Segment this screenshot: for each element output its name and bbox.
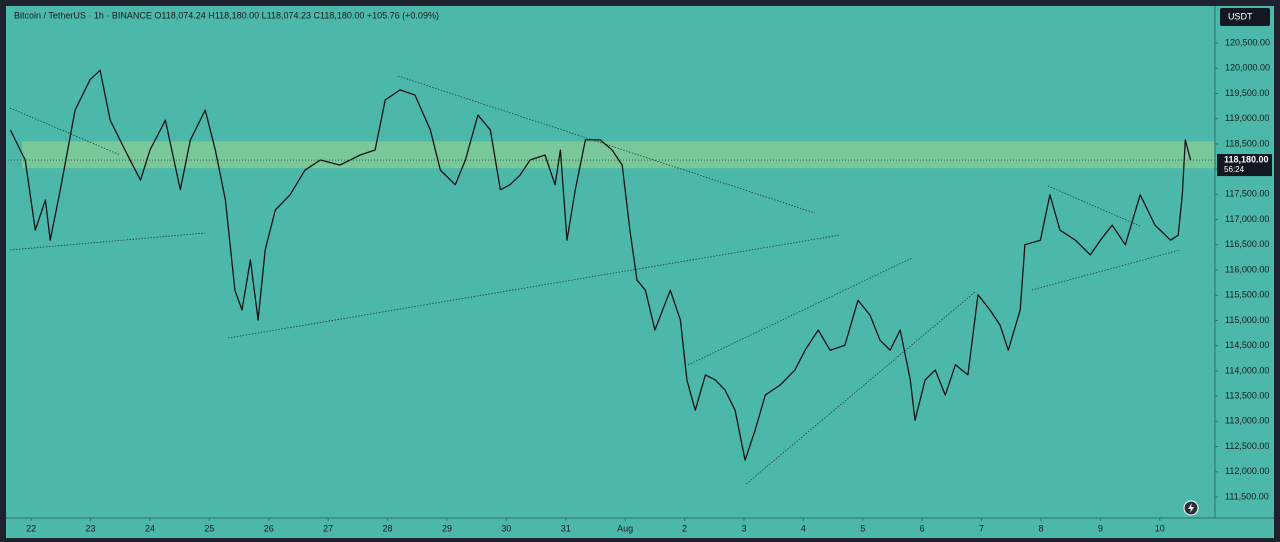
x-tick-label: 7 [979,523,984,533]
price-line [9,69,1192,461]
y-tick-label: 117,500.00 [1225,189,1269,199]
y-tick-label: 120,000.00 [1225,63,1270,73]
x-tick-label: 3 [741,523,746,533]
y-tick-label: 112,500.00 [1225,441,1269,451]
y-tick-label: 112,000.00 [1225,466,1269,476]
x-tick-label: 27 [323,523,333,533]
y-tick-label: 117,000.00 [1225,214,1269,224]
y-tick-label: 116,000.00 [1225,264,1269,274]
replay-icon-glyph[interactable] [1188,503,1194,513]
trend-line [9,232,206,251]
x-tick-label: 26 [264,523,274,533]
y-tick-label: 111,500.00 [1225,491,1269,501]
trend-line [9,107,121,156]
x-tick-label: 31 [561,523,571,533]
last-price-label: 118,180.00 [1224,154,1269,164]
x-tick-label: 28 [383,523,393,533]
x-tick-label: 22 [26,523,36,533]
y-tick-label: 113,500.00 [1225,390,1269,400]
x-tick-label: 2 [682,523,687,533]
x-tick-label: 25 [204,523,214,533]
y-tick-label: 118,500.00 [1225,138,1269,148]
x-tick-label: 29 [442,523,452,533]
x-tick-label: 8 [1038,523,1043,533]
y-tick-label: 114,000.00 [1225,365,1269,375]
y-tick-label: 113,000.00 [1225,416,1269,426]
x-tick-label: 4 [801,523,806,533]
y-tick-label: 114,500.00 [1225,340,1269,350]
header: Bitcoin / TetherUS · 1h · BINANCE O118,0… [14,10,439,20]
x-tick-label: 5 [860,523,865,533]
y-tick-label: 119,000.00 [1225,113,1269,123]
currency-button[interactable] [1220,8,1270,26]
x-tick-label: 6 [920,523,925,533]
trend-line [745,291,976,485]
trend-line [687,257,913,366]
zone-layer [22,141,1215,169]
trend-line [227,234,841,339]
last-price-tag [1217,154,1272,177]
x-tick-label: 24 [145,523,155,533]
x-tick-label: Aug [617,523,633,533]
y-tick-label: 115,000.00 [1225,315,1269,325]
chart-background [6,6,1274,538]
x-tick-label: 10 [1155,523,1165,533]
y-tick-label: 116,500.00 [1225,239,1269,249]
y-tick-label: 119,500.00 [1225,88,1269,98]
y-tick-label: 115,500.00 [1225,290,1269,300]
x-tick-label: 30 [501,523,511,533]
x-tick-label: 9 [1098,523,1103,533]
countdown: 56:24 [1224,165,1245,174]
currency-label[interactable]: USDT [1228,11,1253,21]
x-tick-label: 23 [86,523,96,533]
y-tick-label: 120,500.00 [1225,37,1270,47]
price-zone [22,141,1215,169]
